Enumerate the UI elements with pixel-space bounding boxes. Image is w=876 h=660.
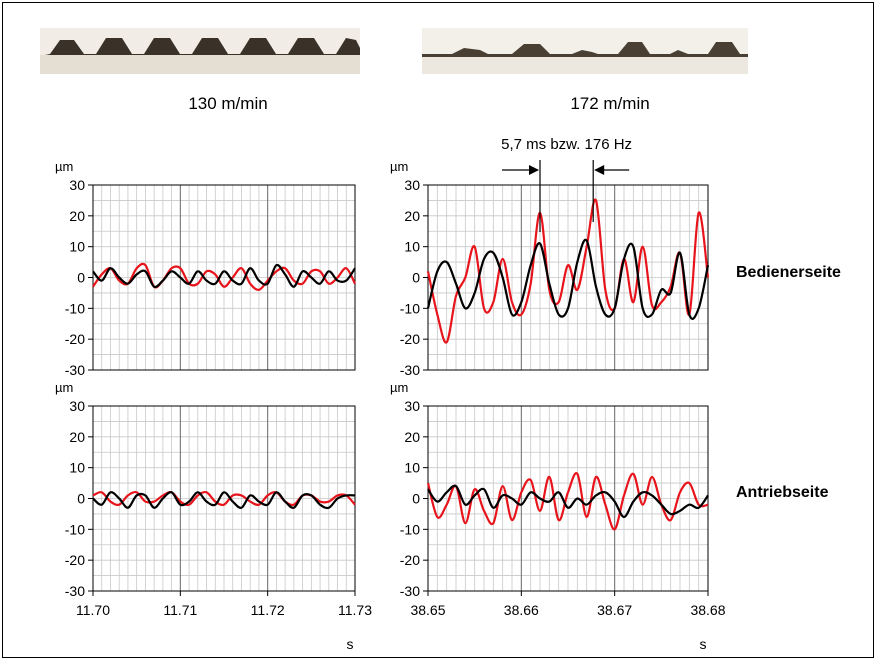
series-line-black <box>427 484 709 519</box>
y-tick-label: 30 <box>404 177 420 193</box>
period-annotation: 5,7 ms bzw. 176 Hz <box>501 136 632 232</box>
y-tick-label: 10 <box>404 460 420 476</box>
panel-p172_bed: 30 20 10 0 -10 -20 -30 µm <box>390 159 710 378</box>
period-arrow-left-head <box>529 165 539 175</box>
y-unit-label: µm <box>390 380 408 395</box>
y-tick-label: -30 <box>400 362 420 378</box>
series-line-black <box>92 263 356 289</box>
panel-p130_bed: 30 20 10 0 -10 -20 -30 µm <box>55 159 356 378</box>
flute-photo-172 <box>422 28 748 74</box>
y-tick-label: 10 <box>69 239 85 255</box>
y-tick-label: -30 <box>65 362 85 378</box>
y-tick-label: 30 <box>69 177 85 193</box>
y-tick-label: -30 <box>65 583 85 599</box>
flute-photo-130 <box>40 28 360 74</box>
side-label-bedienerseite: Bedienerseite <box>736 264 841 281</box>
y-tick-label: -10 <box>400 300 420 316</box>
y-tick-label: -10 <box>65 521 85 537</box>
y-tick-label: -20 <box>400 331 420 347</box>
y-tick-label: -10 <box>65 300 85 316</box>
x-tick-label: 38.65 <box>410 602 445 618</box>
series-line-red <box>92 262 356 291</box>
x-tick-label: 38.67 <box>597 602 632 618</box>
x-tick-label: 11.71 <box>163 602 197 618</box>
speed-label-right: 172 m/min <box>570 94 650 113</box>
y-tick-label: -20 <box>65 331 85 347</box>
series-line-black <box>426 238 710 320</box>
y-unit-label: µm <box>390 159 408 174</box>
y-unit-label: µm <box>55 159 73 174</box>
y-tick-label: -20 <box>400 552 420 568</box>
y-tick-label: 0 <box>77 491 85 507</box>
y-tick-label: 0 <box>77 270 85 286</box>
y-tick-label: 20 <box>69 429 85 445</box>
period-arrow-right-head <box>594 165 605 175</box>
side-label-antriebseite: Antriebseite <box>736 484 829 501</box>
panel-p172_ant: 30 20 10 0 -10 -20 -30 µm 38.65 38.66 38.67 38.68 s <box>390 380 726 652</box>
period-annotation-text: 5,7 ms bzw. 176 Hz <box>501 136 632 153</box>
y-tick-label: 20 <box>404 208 420 224</box>
x-tick-label: 11.70 <box>76 602 110 618</box>
y-tick-label: 0 <box>412 491 420 507</box>
y-tick-label: 20 <box>404 429 420 445</box>
x-tick-label: 38.68 <box>690 602 725 618</box>
y-tick-label: 20 <box>69 208 85 224</box>
x-tick-label: 38.66 <box>504 602 539 618</box>
speed-label-left: 130 m/min <box>188 94 268 113</box>
y-tick-label: -30 <box>400 583 420 599</box>
y-tick-label: 10 <box>404 239 420 255</box>
y-tick-label: -20 <box>65 552 85 568</box>
y-tick-label: 30 <box>69 398 85 414</box>
series-line-black <box>92 491 356 510</box>
y-tick-label: 10 <box>69 460 85 476</box>
y-tick-label: 0 <box>412 270 420 286</box>
x-axis-label: s <box>700 636 707 652</box>
x-tick-label: 11.72 <box>251 602 285 618</box>
x-axis-label: s <box>347 636 354 652</box>
y-unit-label: µm <box>55 380 73 395</box>
x-tick-label: 11.73 <box>338 602 372 618</box>
y-tick-label: 30 <box>404 398 420 414</box>
y-tick-label: -10 <box>400 521 420 537</box>
panel-p130_ant: 30 20 10 0 -10 -20 -30 µm 11.70 11.71 11.72 11.73 s <box>55 380 372 652</box>
series-line-red <box>426 198 710 344</box>
